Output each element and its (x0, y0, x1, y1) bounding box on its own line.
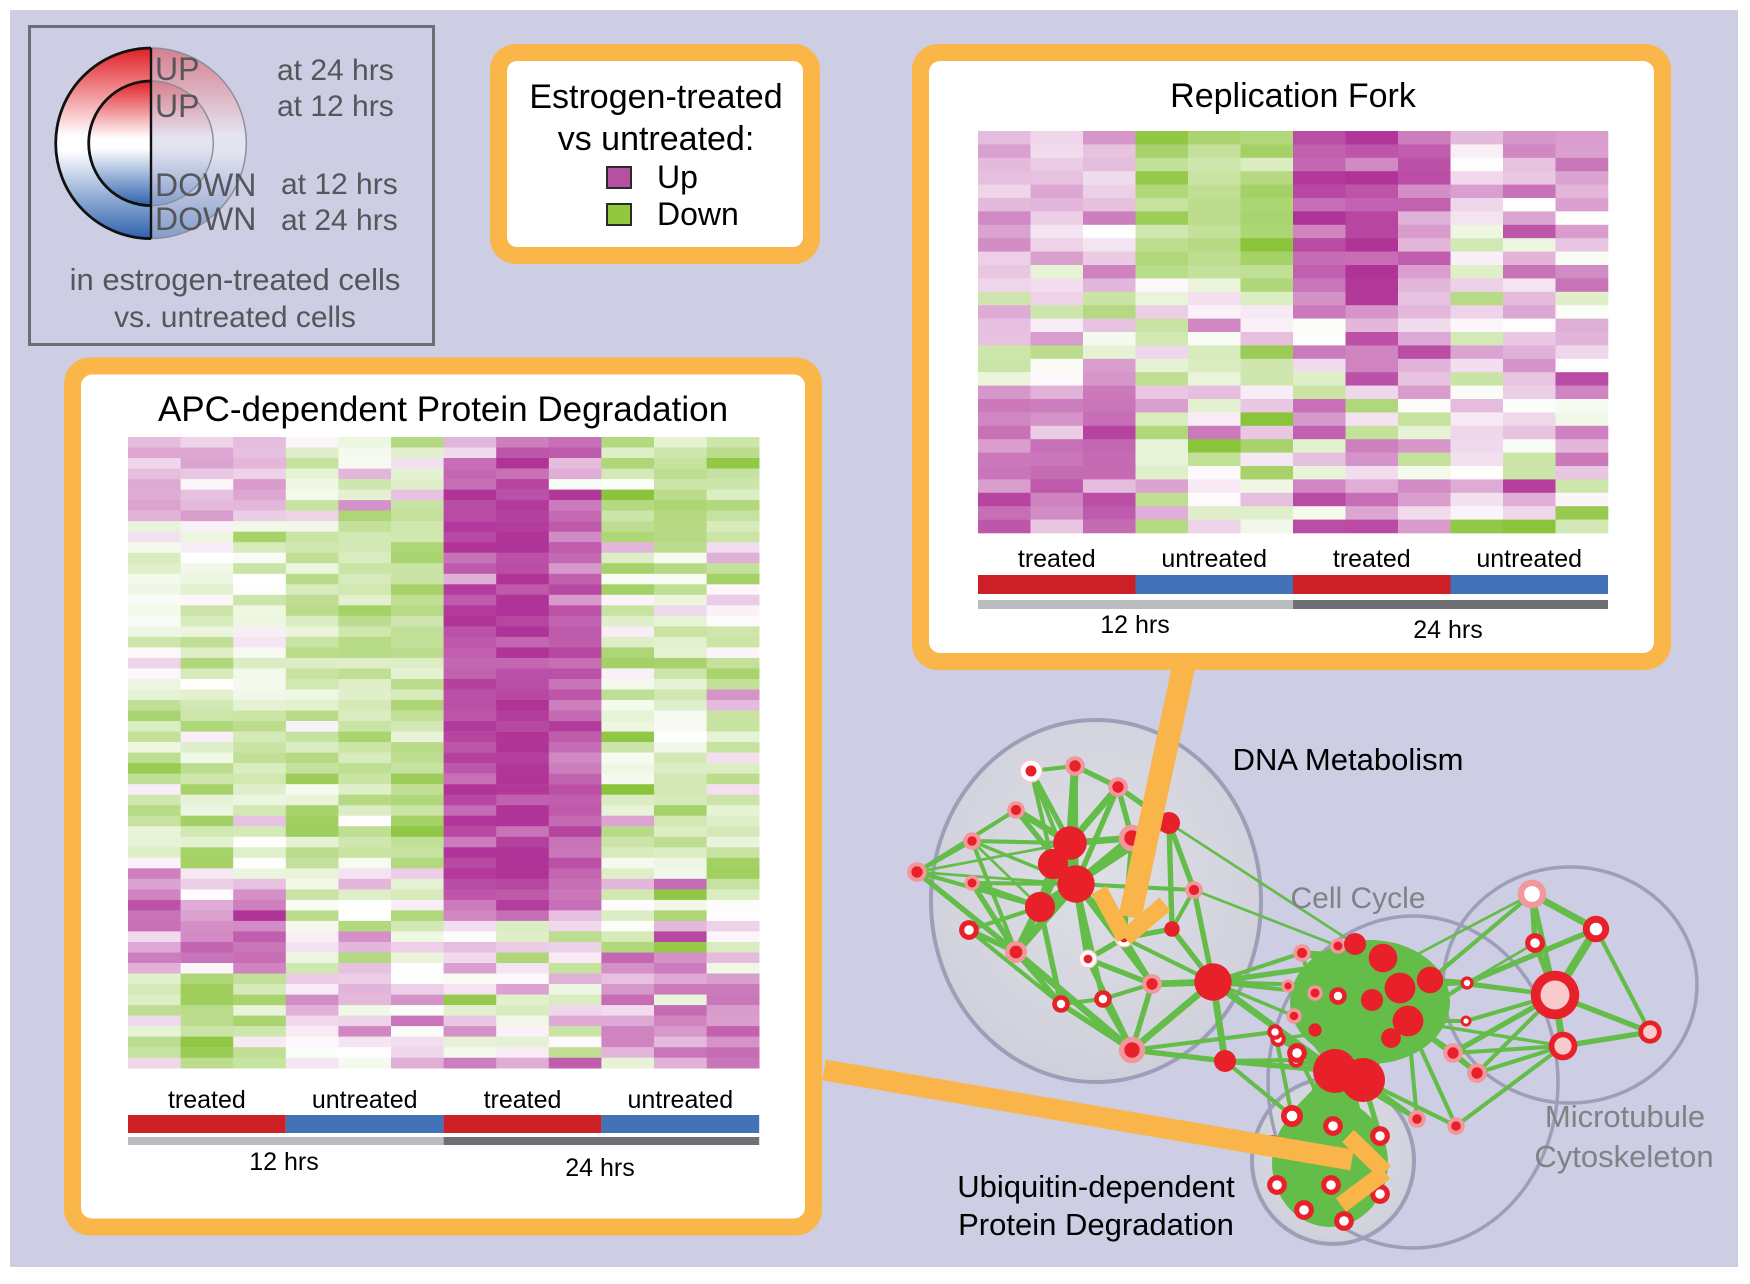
svg-text:at 24 hrs: at 24 hrs (281, 204, 398, 237)
svg-text:Microtubule: Microtubule (1545, 1099, 1705, 1134)
svg-text:treated: treated (168, 1086, 246, 1114)
svg-text:DOWN: DOWN (155, 167, 256, 203)
svg-text:treated: treated (1333, 545, 1411, 573)
svg-text:APC-dependent Protein Degradat: APC-dependent Protein Degradation (158, 390, 728, 429)
svg-text:24 hrs: 24 hrs (1413, 616, 1482, 644)
svg-text:Protein Degradation: Protein Degradation (958, 1207, 1234, 1242)
svg-text:at 12 hrs: at 12 hrs (281, 168, 398, 201)
svg-text:at 24 hrs: at 24 hrs (277, 54, 394, 87)
svg-text:treated: treated (484, 1086, 562, 1114)
svg-text:UP: UP (155, 51, 199, 87)
svg-text:24 hrs: 24 hrs (565, 1154, 634, 1182)
svg-text:DNA Metabolism: DNA Metabolism (1233, 742, 1464, 777)
svg-text:vs. untreated cells: vs. untreated cells (114, 301, 356, 334)
svg-text:untreated: untreated (1476, 545, 1582, 573)
svg-text:Down: Down (657, 196, 739, 232)
svg-text:untreated: untreated (1161, 545, 1267, 573)
svg-text:untreated: untreated (627, 1086, 733, 1114)
svg-text:vs untreated:: vs untreated: (558, 120, 755, 158)
svg-text:UP: UP (155, 88, 199, 124)
svg-text:Cell Cycle: Cell Cycle (1290, 882, 1425, 915)
svg-text:Estrogen-treated: Estrogen-treated (529, 78, 782, 116)
svg-text:at 12 hrs: at 12 hrs (277, 90, 394, 123)
svg-text:DOWN: DOWN (155, 201, 256, 237)
svg-text:12 hrs: 12 hrs (249, 1148, 318, 1176)
svg-text:Up: Up (657, 159, 698, 195)
svg-text:Replication Fork: Replication Fork (1170, 77, 1417, 115)
svg-text:untreated: untreated (312, 1086, 418, 1114)
svg-text:12 hrs: 12 hrs (1100, 611, 1169, 639)
svg-text:in estrogen-treated cells: in estrogen-treated cells (70, 262, 401, 297)
svg-text:Ubiquitin-dependent: Ubiquitin-dependent (957, 1169, 1235, 1204)
svg-text:treated: treated (1018, 545, 1096, 573)
svg-text:Cytoskeleton: Cytoskeleton (1534, 1139, 1713, 1174)
